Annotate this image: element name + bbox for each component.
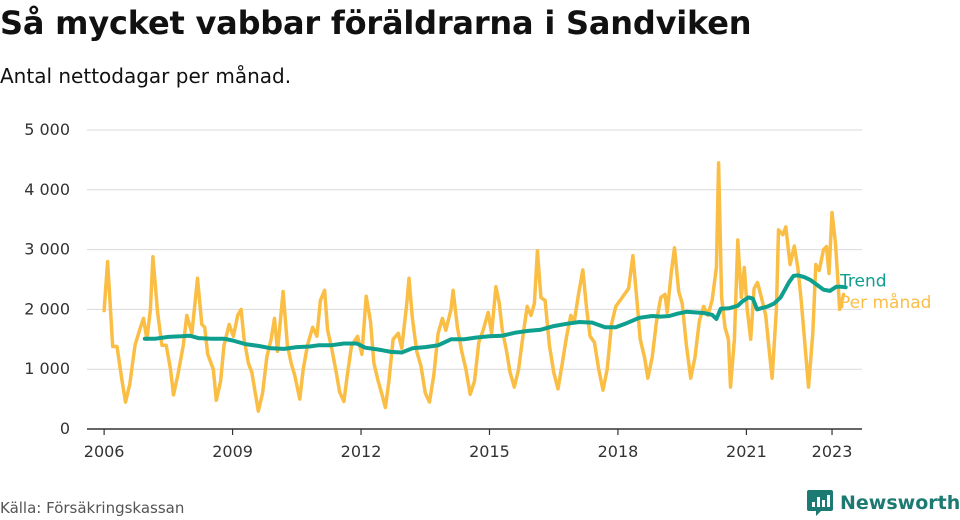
x-tick-label: 2012 <box>341 442 382 461</box>
legend-trend: Trend <box>839 272 887 292</box>
chart-subtitle: Antal nettodagar per månad. <box>0 64 292 88</box>
y-tick-label: 2 000 <box>24 299 70 318</box>
newsworthy-logo-icon <box>807 490 833 516</box>
x-axis: 2006 2009 2012 2015 2018 2021 2023 <box>84 428 862 461</box>
gridlines <box>87 129 862 370</box>
x-tick-label: 2006 <box>84 442 125 461</box>
x-tick-label: 2015 <box>469 442 510 461</box>
source-note: Källa: Försäkringskassan <box>0 499 185 517</box>
brand-logo[interactable]: Newsworthy <box>806 488 960 518</box>
legend-per-manad: Per månad <box>840 292 931 313</box>
y-tick-label: 4 000 <box>24 180 70 199</box>
y-tick-label: 3 000 <box>24 240 70 259</box>
series-lines <box>102 161 848 413</box>
y-tick-label: 5 000 <box>24 120 70 139</box>
chart-title: Så mycket vabbar föräldrarna i Sandviken <box>0 4 752 42</box>
x-tick-label: 2021 <box>726 442 767 461</box>
x-tick-label: 2009 <box>212 442 253 461</box>
y-tick-label: 1 000 <box>24 359 70 378</box>
series-line-trend <box>142 273 848 355</box>
x-tick-label: 2018 <box>598 442 639 461</box>
y-tick-label: 0 <box>60 419 70 438</box>
x-tick-label: 2023 <box>812 442 853 461</box>
series-line-per-manad <box>102 161 846 413</box>
brand-name: Newsworthy <box>840 492 960 514</box>
y-axis-ticks: 0 1 000 2 000 3 000 4 000 5 000 <box>24 120 70 438</box>
